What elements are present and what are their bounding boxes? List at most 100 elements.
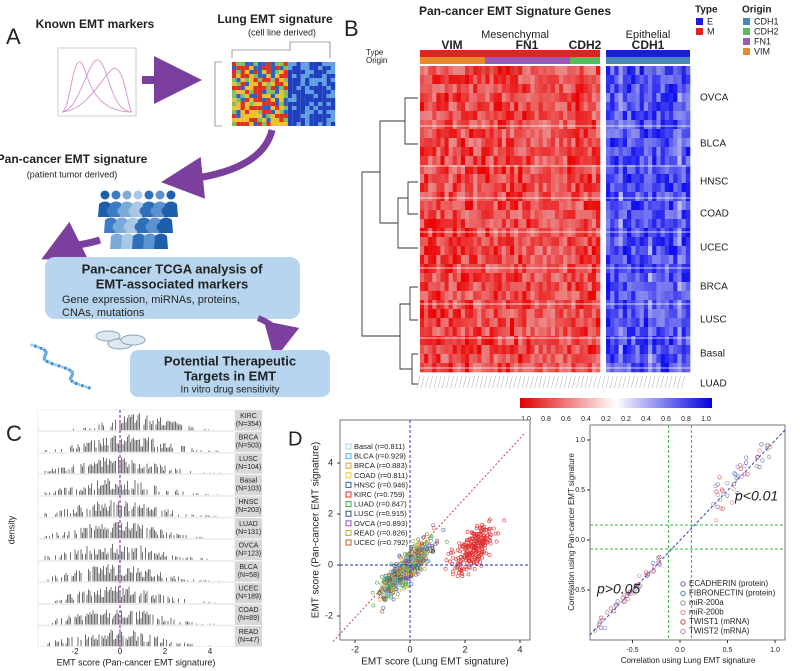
thumb-cell <box>292 94 297 98</box>
heat-cell <box>618 147 624 157</box>
heat-cell <box>444 327 449 337</box>
scatter-point <box>419 566 424 571</box>
heat-cell <box>631 147 636 157</box>
heat-cell <box>660 183 666 193</box>
thumb-cell <box>244 70 250 74</box>
thumb-cell <box>300 118 306 122</box>
heat-cell <box>677 210 682 220</box>
scatter-point <box>481 539 486 544</box>
heat-cell <box>505 147 511 157</box>
scatter-point <box>448 551 453 555</box>
heat-cell <box>587 201 593 211</box>
heat-cell <box>460 345 466 355</box>
arrow <box>161 128 276 199</box>
heat-cell <box>664 183 670 193</box>
heat-cell <box>518 102 523 112</box>
heat-cell <box>685 273 691 283</box>
thumb-cell <box>236 66 241 70</box>
heat-cell <box>610 354 615 364</box>
thumb-cell <box>240 106 245 110</box>
heat-cell <box>518 237 523 247</box>
heat-cell <box>567 246 572 256</box>
heat-cell <box>424 120 429 130</box>
heat-cell <box>660 120 666 130</box>
legend-entry: FIBRONECTIN (protein) <box>689 589 776 598</box>
arrow <box>256 315 300 360</box>
heat-cell <box>444 84 449 94</box>
heat-cell <box>559 183 564 193</box>
heat-cell <box>669 318 674 328</box>
heat-cell <box>518 120 523 130</box>
heat-cell <box>440 174 445 184</box>
heat-cell <box>571 300 576 310</box>
thumb-cell <box>296 114 301 118</box>
heat-cell <box>448 84 454 94</box>
heat-cell <box>639 192 645 202</box>
heat-cell <box>559 273 564 283</box>
heat-cell <box>489 183 494 193</box>
heat-cell <box>432 318 437 328</box>
heat-cell <box>587 354 593 364</box>
heat-cell <box>448 174 454 184</box>
thumb-cell <box>318 110 323 114</box>
heat-cell <box>546 255 552 265</box>
heat-cell <box>440 246 445 256</box>
legend-entry: HNSC (r=0.946) <box>354 480 408 489</box>
heat-cell <box>567 156 572 166</box>
heat-cell <box>534 246 539 256</box>
scatter-point <box>613 603 619 608</box>
heat-cell <box>610 102 615 112</box>
heat-cell <box>627 228 632 238</box>
legend-swatch <box>743 38 750 45</box>
heat-cell <box>550 156 556 166</box>
thumb-cell <box>240 118 245 122</box>
heat-cell <box>652 327 657 337</box>
heat-cell <box>677 246 682 256</box>
heat-cell <box>546 156 552 166</box>
col-tick <box>458 375 463 389</box>
heat-cell <box>555 129 560 139</box>
heat-cell <box>656 147 661 157</box>
heat-cell <box>643 192 649 202</box>
heat-cell <box>652 255 657 265</box>
heat-cell <box>681 102 687 112</box>
thumb-cell <box>300 70 306 74</box>
heat-cell <box>664 327 670 337</box>
heat-cell <box>440 354 445 364</box>
strip-count: (N=104) <box>236 464 261 471</box>
heat-cell <box>505 327 511 337</box>
heat-cell <box>652 192 657 202</box>
type-track <box>606 50 690 57</box>
thumb-cell <box>270 86 275 90</box>
heat-cell <box>583 75 589 85</box>
heat-cell <box>622 309 628 319</box>
heat-cell <box>473 111 478 121</box>
heat-cell <box>559 255 564 265</box>
strip-count: (N=89) <box>238 615 260 622</box>
heat-cell <box>538 201 544 211</box>
heat-cell <box>514 138 519 148</box>
heat-cell <box>643 273 649 283</box>
heat-cell <box>477 246 482 256</box>
heat-cell <box>635 147 640 157</box>
heat-cell <box>424 336 429 346</box>
thumb-cell <box>249 98 254 102</box>
group-label: Epithelial <box>626 29 671 41</box>
heat-cell <box>614 93 619 103</box>
heat-cell <box>546 282 552 292</box>
heat-cell <box>501 300 507 310</box>
heat-cell <box>526 237 531 247</box>
scatter-point <box>460 557 465 562</box>
heat-cell <box>420 327 425 337</box>
legend-entry: LUSC (r=0.915) <box>354 509 407 518</box>
heat-cell <box>526 255 531 265</box>
heat-cell <box>534 354 539 364</box>
heat-cell <box>428 228 433 238</box>
heat-cell <box>465 255 470 265</box>
thumb-cell <box>232 98 237 102</box>
person-head <box>155 190 165 200</box>
heat-cell <box>514 147 519 157</box>
thumb-cell <box>318 62 323 66</box>
heat-cell <box>456 309 462 319</box>
heat-cell <box>550 192 556 202</box>
